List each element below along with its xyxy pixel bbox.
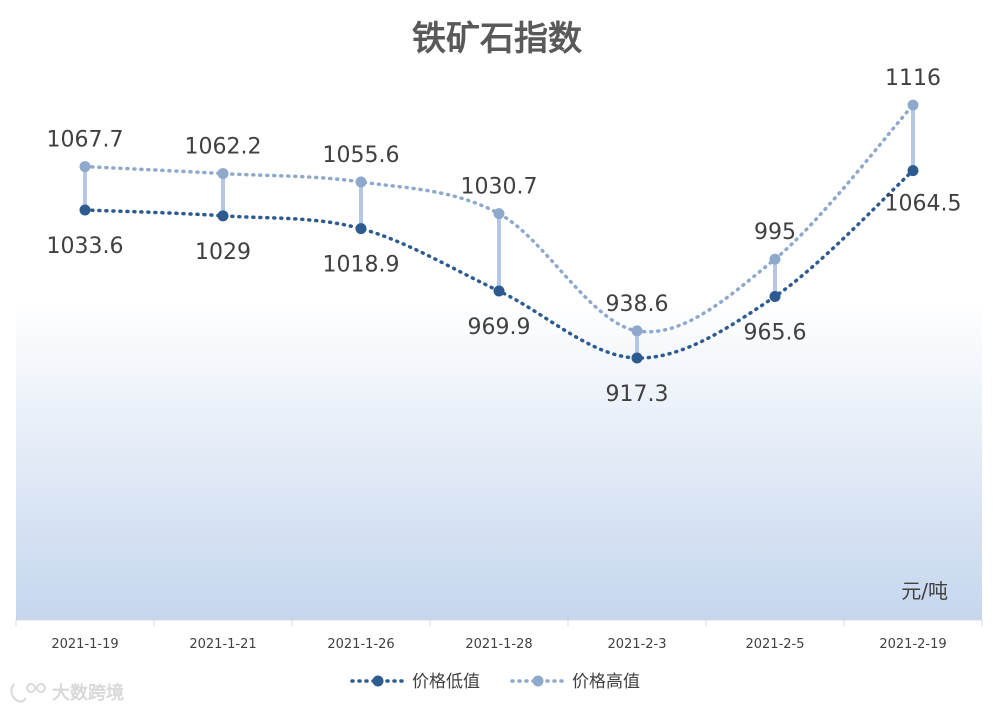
point-low [769,291,781,303]
point-high [769,253,781,265]
x-tick-label: 2021-2-3 [607,637,666,652]
chart-title: 铁矿石指数 [412,19,582,59]
legend-label-low: 价格低值 [412,672,480,692]
unit-label: 元/吨 [901,579,948,603]
legend-marker-high [532,675,544,687]
point-low [907,165,919,177]
legend: 价格低值 价格高值 [350,672,640,692]
plot-background [16,300,982,620]
series-line-low [83,168,915,360]
data-label-low: 965.6 [744,321,807,346]
data-label-low: 1029 [195,240,251,265]
x-tick-label: 2021-1-19 [51,637,118,652]
legend-item-low[interactable]: 价格低值 [350,672,480,692]
point-high [79,161,91,173]
data-label-high: 1055.6 [323,143,400,168]
point-low [217,210,229,222]
data-label-low: 1064.5 [885,192,962,217]
x-tick-label: 2021-1-21 [189,637,256,652]
series-markers [79,99,919,364]
point-low [493,285,505,297]
data-label-low: 969.9 [468,315,531,340]
point-high [217,168,229,180]
data-label-high: 1116 [885,66,941,91]
data-labels: 1067.7 1033.6 1062.2 1029 1055.6 1018.9 1030.7… [47,66,962,407]
data-label-high: 938.6 [606,292,669,317]
data-label-low: 1018.9 [323,253,400,278]
data-label-high: 995 [754,220,796,245]
data-label-low: 917.3 [606,382,669,407]
watermark-text: 大数跨境 [52,682,124,704]
watermark: 大数跨境 [10,682,124,704]
point-low [631,352,643,364]
point-high [631,325,643,337]
legend-marker-low [372,675,384,687]
x-axis: 2021-1-19 2021-1-21 2021-1-26 2021-1-28 2021… [15,619,983,652]
point-high [493,208,505,220]
legend-item-high[interactable]: 价格高值 [510,672,640,692]
point-high [907,99,919,111]
point-low [355,223,367,235]
watermark-logo-icon [10,683,46,703]
legend-label-high: 价格高值 [572,672,640,692]
data-label-high: 1067.7 [47,128,124,153]
point-high [355,176,367,188]
data-label-high: 1062.2 [185,135,262,160]
x-tick-label: 2021-1-28 [465,637,532,652]
data-label-low: 1033.6 [47,234,124,259]
x-tick-label: 2021-2-5 [745,637,804,652]
x-tick-label: 2021-2-19 [879,637,946,652]
point-low [79,204,91,216]
data-label-high: 1030.7 [461,175,538,200]
x-tick-label: 2021-1-26 [327,637,394,652]
